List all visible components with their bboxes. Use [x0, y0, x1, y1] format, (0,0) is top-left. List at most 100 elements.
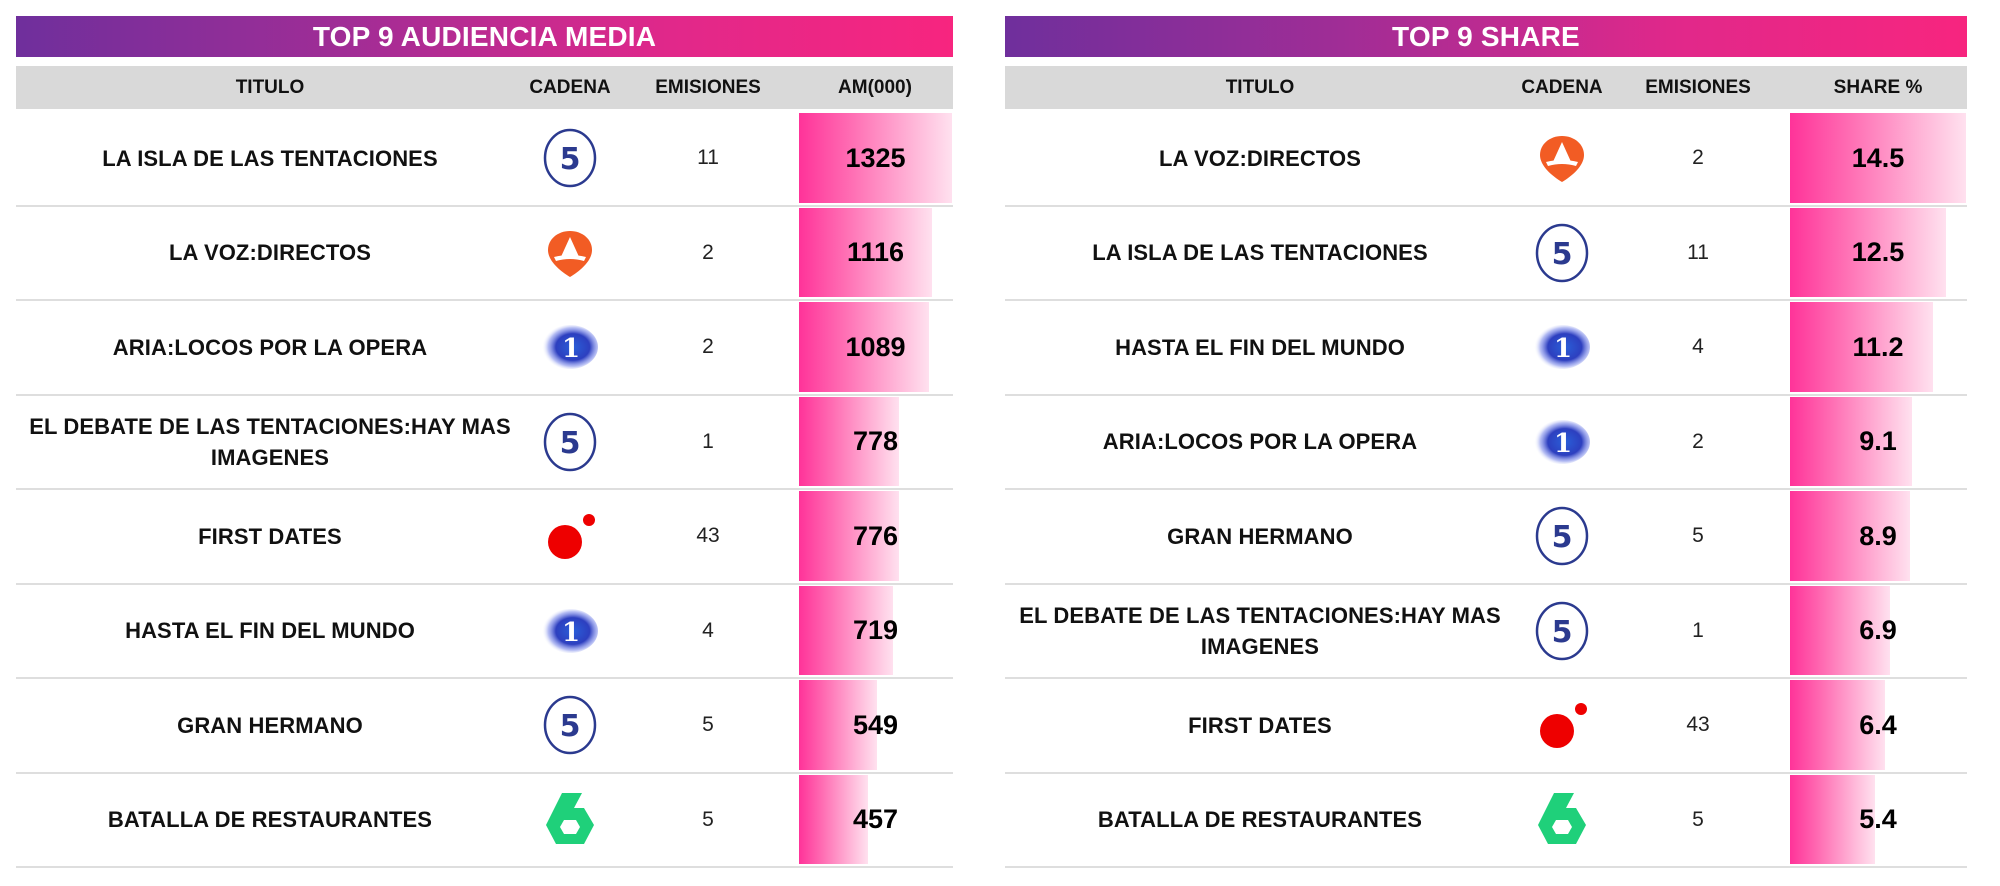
row-value: 776 [852, 520, 899, 551]
row-emisiones: 4 [1692, 335, 1704, 359]
row-emisiones: 1 [702, 429, 714, 453]
value-bar [799, 207, 932, 297]
table-body: LA ISLA DE LAS TENTACIONES 5 11 1325 LA … [16, 112, 953, 868]
header-titulo: TITULO [1225, 77, 1295, 98]
svg-text:1: 1 [562, 334, 580, 364]
table-row: LA VOZ:DIRECTOS 2 1116 [16, 207, 953, 301]
svg-text:5: 5 [1552, 615, 1573, 650]
value-bar [1790, 491, 1910, 581]
telecinco-logo-icon: 5 [540, 112, 600, 205]
row-value: 12.5 [1851, 237, 1905, 268]
value-bar [799, 680, 877, 770]
row-titulo: HASTA EL FIN DEL MUNDO [1115, 334, 1405, 360]
value-bar [799, 774, 868, 864]
row-titulo: ARIA:LOCOS POR LA OPERA [1102, 429, 1418, 455]
table-row: EL DEBATE DE LAS TENTACIONES:HAY MAS IMA… [1005, 585, 1967, 679]
table-row: BATALLA DE RESTAURANTES 5 5.4 [1005, 774, 1967, 868]
row-emisiones: 11 [697, 146, 719, 170]
row-titulo: LA ISLA DE LAS TENTACIONES [1092, 240, 1428, 266]
svg-text:5: 5 [560, 426, 581, 461]
table-row: HASTA EL FIN DEL MUNDO 1 4 11.2 [1005, 301, 1967, 396]
row-titulo: BATALLA DE RESTAURANTES [1097, 807, 1423, 833]
svg-text:1: 1 [1554, 334, 1572, 364]
value-bar [1790, 302, 1933, 392]
header-emisiones: EMISIONES [1645, 77, 1751, 98]
antena3-logo-icon [540, 207, 600, 300]
table-row: ARIA:LOCOS POR LA OPERA 1 2 9.1 [1005, 396, 1967, 490]
row-emisiones: 5 [702, 807, 714, 831]
svg-text:5: 5 [1552, 520, 1573, 555]
value-bar [1790, 585, 1890, 675]
la1-logo-icon: 1 [540, 301, 600, 394]
row-emisiones: 2 [1692, 429, 1704, 453]
row-titulo: HASTA EL FIN DEL MUNDO [125, 618, 415, 644]
header-share: SHARE % [1833, 77, 1923, 98]
table-row: HASTA EL FIN DEL MUNDO 1 4 719 [16, 585, 953, 679]
row-value: 5.4 [1859, 804, 1897, 835]
top9-share-panel: TOP 9 SHARE TITULO CADENA EMISIONES SHAR… [1005, 16, 1967, 868]
header-cadena: CADENA [529, 77, 611, 98]
row-titulo: GRAN HERMANO [1167, 523, 1353, 549]
row-emisiones: 2 [702, 335, 714, 359]
antena3-logo-icon [1532, 112, 1592, 205]
row-emisiones: 43 [1686, 713, 1710, 737]
la1-logo-icon: 1 [1532, 301, 1592, 394]
row-emisiones: 2 [1692, 146, 1704, 170]
table-row: EL DEBATE DE LAS TENTACIONES:HAY MAS IMA… [16, 396, 953, 490]
cuatro-logo-icon [1532, 679, 1592, 772]
row-value: 9.1 [1859, 426, 1897, 457]
row-emisiones: 4 [702, 618, 714, 642]
row-value: 11.2 [1852, 331, 1904, 362]
row-titulo: ARIA:LOCOS POR LA OPERA [112, 334, 428, 360]
table-header: TITULO CADENA EMISIONES AM(000) [16, 66, 953, 109]
row-titulo: LA ISLA DE LAS TENTACIONES [102, 145, 438, 171]
row-value: 1325 [845, 142, 906, 173]
table-row: LA VOZ:DIRECTOS 2 14.5 [1005, 112, 1967, 207]
row-emisiones: 5 [702, 713, 714, 737]
panel-title: TOP 9 SHARE [1005, 16, 1967, 57]
value-bar [799, 396, 899, 486]
row-titulo: FIRST DATES [1188, 712, 1332, 738]
table-row: LA ISLA DE LAS TENTACIONES 5 11 1325 [16, 112, 953, 207]
row-value: 8.9 [1859, 520, 1897, 551]
lasexta-logo-icon [540, 774, 600, 867]
row-titulo: FIRST DATES [198, 523, 342, 549]
row-value: 1116 [846, 237, 905, 268]
row-titulo: BATALLA DE RESTAURANTES [107, 807, 433, 833]
header-titulo: TITULO [235, 77, 305, 98]
value-bar [1790, 207, 1946, 297]
row-value: 719 [852, 615, 899, 646]
table-row: GRAN HERMANO 5 5 549 [16, 679, 953, 774]
row-emisiones: 2 [702, 240, 714, 264]
row-titulo: EL DEBATE DE LAS TENTACIONES:HAY MAS IMA… [29, 413, 511, 470]
row-emisiones: 1 [1692, 618, 1704, 642]
row-value: 549 [852, 709, 899, 740]
row-value: 14.5 [1851, 142, 1905, 173]
value-bar [799, 491, 899, 581]
header-emisiones: EMISIONES [655, 77, 761, 98]
row-value: 778 [852, 426, 899, 457]
svg-text:5: 5 [560, 142, 581, 177]
table-row: FIRST DATES 43 6.4 [1005, 679, 1967, 774]
svg-text:1: 1 [1554, 429, 1572, 459]
row-value: 1089 [845, 331, 906, 362]
telecinco-logo-icon: 5 [1532, 207, 1592, 300]
svg-text:1: 1 [562, 618, 580, 648]
value-bar [1790, 113, 1966, 203]
row-value: 6.4 [1859, 709, 1897, 740]
row-emisiones: 5 [1692, 524, 1704, 548]
lasexta-logo-icon [1532, 774, 1592, 867]
svg-text:5: 5 [560, 709, 581, 744]
row-emisiones: 43 [696, 524, 720, 548]
telecinco-logo-icon: 5 [540, 679, 600, 772]
value-bar [799, 302, 929, 392]
table-header: TITULO CADENA EMISIONES SHARE % [1005, 66, 1967, 109]
value-bar [1790, 396, 1912, 486]
row-titulo: LA VOZ:DIRECTOS [1159, 145, 1361, 171]
row-value: 457 [852, 804, 899, 835]
cuatro-logo-icon [540, 490, 600, 583]
telecinco-logo-icon: 5 [1532, 490, 1592, 583]
panel-title: TOP 9 AUDIENCIA MEDIA [16, 16, 953, 57]
table-body: LA VOZ:DIRECTOS 2 14.5 LA ISLA DE LAS TE… [1005, 112, 1967, 868]
table-row: ARIA:LOCOS POR LA OPERA 1 2 1089 [16, 301, 953, 396]
